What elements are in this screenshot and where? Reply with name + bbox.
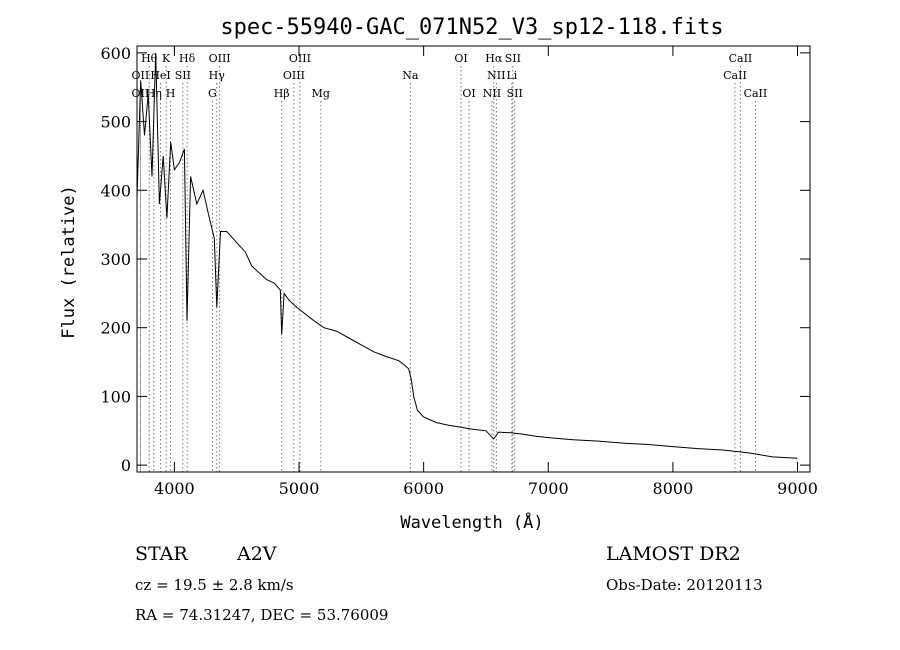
- line-marker-label: K: [162, 52, 171, 65]
- line-marker-label: Hδ: [179, 52, 196, 65]
- line-marker-label: OIII: [283, 69, 305, 82]
- chart-title: spec-55940-GAC_071N52_V3_sp12-118.fits: [220, 15, 723, 40]
- redshift-velocity: cz = 19.5 ± 2.8 km/s: [135, 576, 294, 594]
- x-tick-label: 6000: [403, 479, 444, 498]
- x-axis-label: Wavelength (Å): [400, 511, 543, 533]
- x-tick-label: 7000: [528, 479, 569, 498]
- x-tick-label: 9000: [777, 479, 818, 498]
- line-marker-label: NII: [487, 69, 505, 82]
- line-marker-label: OII: [132, 69, 150, 82]
- y-axis-label: Flux (relative): [59, 185, 79, 339]
- line-marker-label: Hβ: [274, 87, 290, 100]
- y-tick-label: 200: [100, 319, 131, 338]
- line-marker-label: SII: [175, 69, 191, 82]
- line-marker-label: NII: [483, 87, 501, 100]
- line-marker-label: Na: [402, 69, 419, 82]
- plot-frame: [136, 45, 811, 473]
- line-marker-label: Hη: [146, 87, 162, 100]
- axis-ticks: 4000 5000 6000 7000 8000 9000 0 100 200 300 400 500…: [100, 44, 817, 498]
- line-marker-label: CaII: [744, 87, 768, 100]
- y-tick-label: 500: [100, 113, 131, 132]
- line-marker-label: Hγ: [209, 69, 226, 82]
- x-tick-label: 8000: [653, 479, 694, 498]
- object-subclass: A2V: [236, 543, 277, 565]
- spectrum-line: [136, 52, 798, 459]
- line-marker-label: H: [166, 87, 176, 100]
- x-tick-label: 4000: [154, 479, 195, 498]
- y-tick-label: 100: [100, 387, 131, 406]
- object-class: STAR: [135, 543, 188, 565]
- line-marker-label: OIII: [209, 52, 231, 65]
- y-tick-label: 0: [121, 456, 131, 475]
- line-marker-label: OI: [454, 52, 467, 65]
- line-marker-label: HeI: [150, 69, 170, 82]
- y-tick-label: 300: [100, 250, 131, 269]
- y-tick-label: 400: [100, 181, 131, 200]
- line-marker-label: CaII: [729, 52, 753, 65]
- line-marker-label: SII: [505, 52, 521, 65]
- sky-coordinates: RA = 74.31247, DEC = 53.76009: [135, 606, 388, 624]
- line-marker-label: SII: [507, 87, 523, 100]
- line-marker-label: Mg: [312, 87, 330, 100]
- observation-date: Obs-Date: 20120113: [606, 576, 763, 594]
- line-marker-label: Hθ: [141, 52, 158, 65]
- line-marker-label: G: [208, 87, 217, 100]
- line-marker-label: Hα: [485, 52, 503, 65]
- y-tick-label: 600: [100, 44, 131, 63]
- line-marker-label: OIII: [289, 52, 311, 65]
- line-marker-label: CaII: [723, 69, 747, 82]
- line-marker-label: OI: [462, 87, 475, 100]
- x-tick-label: 5000: [279, 479, 320, 498]
- line-marker-label: Li: [506, 69, 517, 82]
- survey-name: LAMOST DR2: [606, 543, 741, 565]
